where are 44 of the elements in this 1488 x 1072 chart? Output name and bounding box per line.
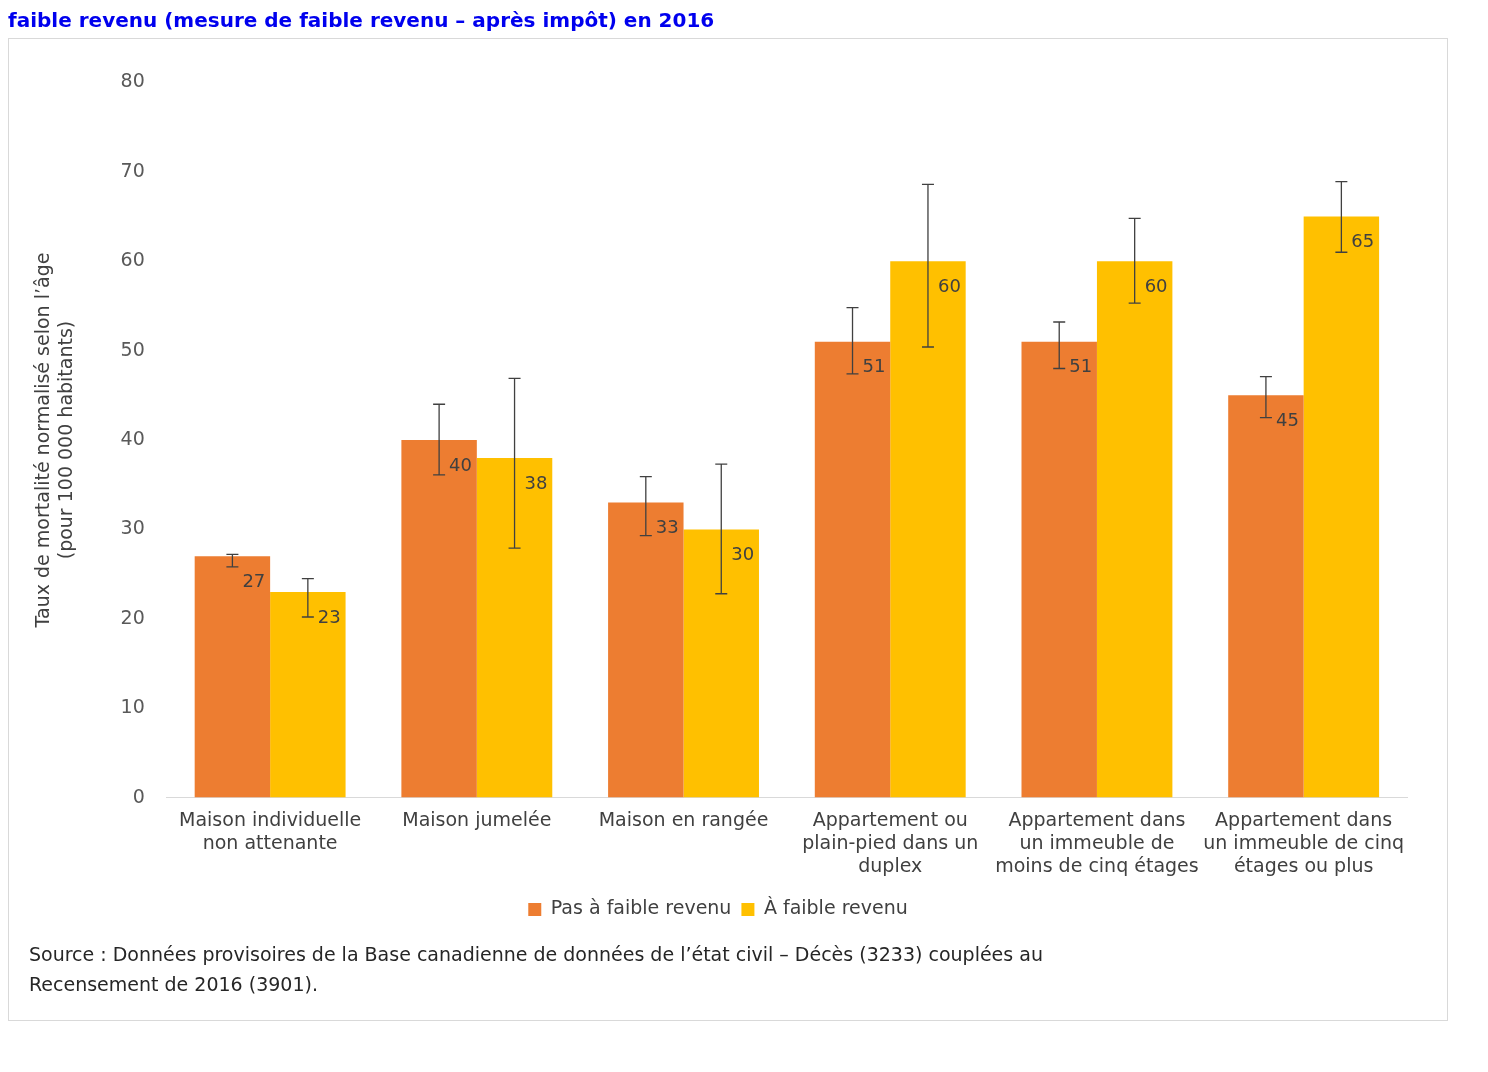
bar bbox=[814, 341, 891, 798]
data-label: 65 bbox=[1351, 230, 1375, 252]
y-tick-label: 50 bbox=[120, 337, 145, 360]
y-tick-label: 0 bbox=[132, 784, 145, 807]
x-tick-label: Maison individuelle non attenante bbox=[179, 807, 362, 853]
bar bbox=[270, 591, 346, 798]
x-tick-label: Appartement dans un immeuble de moins de cinq étages bbox=[995, 807, 1199, 876]
bar bbox=[683, 529, 759, 798]
y-tick-label: 20 bbox=[120, 605, 145, 628]
y-tick-label: 10 bbox=[120, 695, 145, 718]
bar bbox=[1303, 216, 1380, 798]
data-label: 27 bbox=[242, 569, 266, 591]
bar bbox=[890, 261, 966, 798]
x-tick-label: Appartement ou plain-pied dans un duplex bbox=[802, 807, 979, 876]
legend-label: Pas à faible revenu bbox=[550, 896, 732, 919]
x-tick-label: Maison en rangée bbox=[598, 807, 769, 830]
y-axis-title: Taux de mortalité normalisé selon l’âge (pour 100 000 habitants) bbox=[31, 252, 77, 629]
data-label: 60 bbox=[937, 274, 961, 296]
data-label: 60 bbox=[1144, 274, 1168, 296]
legend-label: À faible revenu bbox=[763, 896, 908, 919]
bar bbox=[608, 502, 684, 798]
y-tick-label: 40 bbox=[120, 426, 145, 449]
bar bbox=[476, 457, 553, 798]
data-label: 51 bbox=[1069, 355, 1093, 377]
data-label: 30 bbox=[731, 543, 755, 565]
data-label: 38 bbox=[524, 471, 548, 493]
x-tick-label: Maison jumelée bbox=[402, 807, 552, 830]
data-label: 51 bbox=[862, 355, 886, 377]
data-label: 33 bbox=[655, 516, 679, 538]
x-tick-label: Appartement dans un immeuble de cinq étages ou plus bbox=[1203, 807, 1405, 876]
data-label: 23 bbox=[317, 605, 341, 627]
bar bbox=[194, 556, 271, 798]
bar bbox=[1096, 261, 1173, 798]
data-label: 40 bbox=[449, 453, 473, 475]
source-note: Source : Données provisoires de la Base canadienne de données de l’état civil – Décès (3233) couplées au Recensement de 2016 (3901). bbox=[29, 942, 1044, 998]
chart-title: faible revenu (mesure de faible revenu – après impôt) en 2016 bbox=[8, 8, 716, 32]
y-tick-label: 30 bbox=[120, 516, 145, 539]
y-tick-label: 60 bbox=[120, 248, 145, 271]
bar bbox=[1228, 395, 1304, 798]
y-tick-label: 80 bbox=[120, 69, 145, 92]
data-label: 45 bbox=[1275, 408, 1299, 430]
bar bbox=[401, 440, 477, 798]
bar bbox=[1021, 341, 1097, 798]
y-tick-label: 70 bbox=[120, 158, 145, 181]
